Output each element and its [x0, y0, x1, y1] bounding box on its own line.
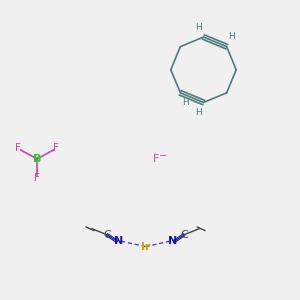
- Text: −: −: [159, 151, 167, 161]
- Text: H: H: [195, 23, 202, 32]
- Text: N: N: [114, 236, 123, 246]
- Text: C: C: [180, 230, 188, 240]
- Text: Ir: Ir: [141, 242, 150, 252]
- Text: H: H: [195, 108, 202, 117]
- Text: C: C: [103, 230, 111, 240]
- Text: F: F: [153, 154, 159, 164]
- Text: F: F: [15, 142, 21, 153]
- Text: F: F: [53, 142, 59, 153]
- Text: N: N: [168, 236, 177, 246]
- Text: H: H: [228, 32, 235, 41]
- Text: F: F: [34, 173, 40, 183]
- Text: H: H: [182, 98, 189, 107]
- Text: B: B: [33, 154, 41, 164]
